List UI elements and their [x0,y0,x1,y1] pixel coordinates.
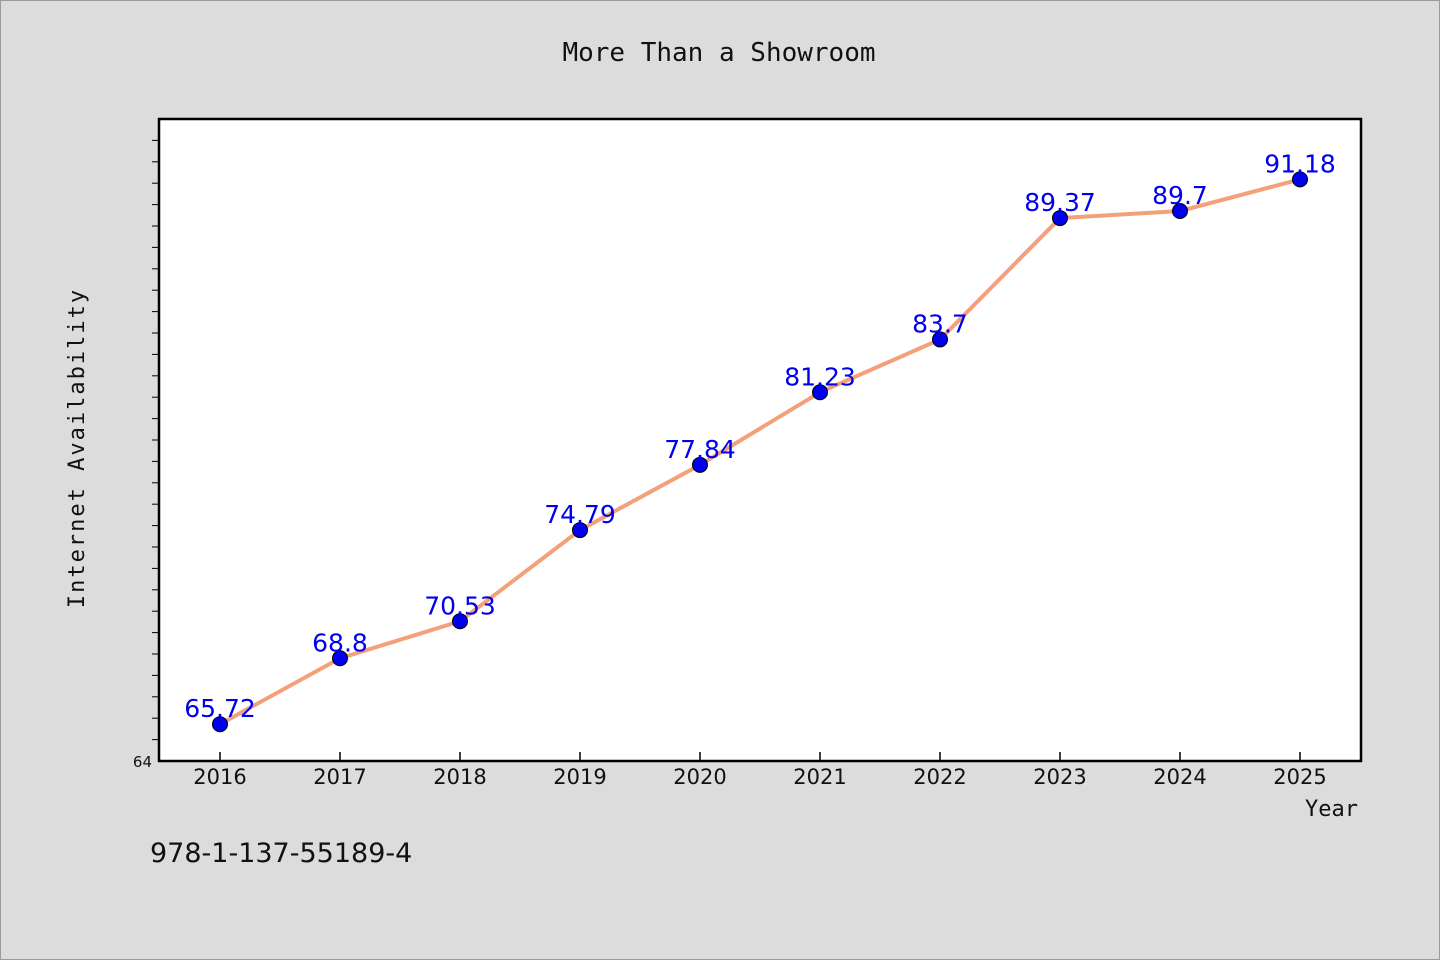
isbn-text: 978-1-137-55189-4 [150,838,412,869]
data-label: 89.7 [1152,181,1208,210]
x-tick-label: 2023 [1033,765,1086,789]
data-label: 81.23 [784,362,856,391]
data-point [212,716,228,733]
x-axis-label: Year [1305,797,1358,822]
chart-title: More Than a Showroom [562,38,875,68]
x-tick-label: 2020 [673,765,726,789]
x-axis-ticks: 2016 2017 2018 2019 2020 2021 2022 2023 2024 2025 [193,752,1327,789]
series-internet-availability: 65.72 68.8 70.53 74.79 77.84 81.23 83.7 89.37 89… [184,149,1336,733]
data-point [572,522,588,539]
data-point [452,613,468,630]
x-tick-label: 2018 [433,765,486,789]
x-tick-label: 2016 [193,765,246,789]
data-point [812,384,828,401]
y-axis-label: Internet Availability [65,288,90,608]
series-line [219,177,1301,726]
data-point [332,650,348,667]
data-label: 89.37 [1024,188,1096,217]
data-point [1292,171,1308,188]
x-tick-label: 2024 [1153,765,1206,789]
data-label: 77.84 [664,435,736,464]
x-tick-label: 2021 [793,765,846,789]
y-tick-label: 64 [133,753,152,771]
data-label: 74.79 [544,500,616,529]
data-point [1052,210,1068,227]
x-tick-label: 2025 [1273,765,1326,789]
x-tick-label: 2019 [553,765,606,789]
data-label: 68.8 [312,628,368,657]
data-label: 91.18 [1264,149,1336,178]
x-tick-label: 2022 [913,765,966,789]
x-tick-label: 2017 [313,765,366,789]
data-label: 65.72 [184,694,256,723]
data-point [932,331,948,348]
data-point [692,456,708,473]
data-label: 70.53 [424,591,496,620]
y-axis-ticks: 64 [133,139,159,771]
data-label: 83.7 [912,309,968,338]
data-point [1172,203,1188,220]
